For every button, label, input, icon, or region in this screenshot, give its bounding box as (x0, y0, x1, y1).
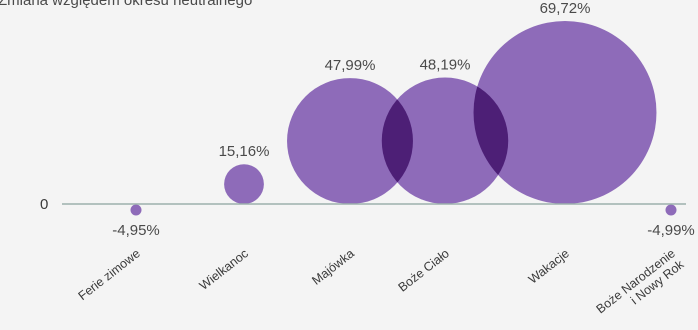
category-label: Boże Narodzeniei Nowy Rok (594, 246, 687, 328)
bubble-boże-narodzenie-i-nowy-rok (665, 204, 677, 216)
bubbles-layer (130, 21, 677, 216)
category-labels-layer: Ferie zimowe Wielkanoc Majówka Boże Ciało Wa… (76, 246, 687, 328)
value-label: 47,99% (325, 57, 376, 74)
value-label: -4,99% (647, 222, 695, 239)
category-label: Wakacje (526, 246, 572, 286)
bubble-wakacje (473, 21, 657, 204)
value-label: -4,95% (112, 222, 160, 239)
value-label: 15,16% (219, 143, 270, 160)
labels-layer: -4,95% 15,16% 47,99% 48,19% 69,72% -4,99% (112, 0, 695, 239)
bubble-ferie-zimowe (130, 204, 142, 216)
zero-axis-label: 0 (40, 196, 48, 213)
bubble-wielkanoc (224, 164, 264, 204)
category-label: Wielkanoc (197, 246, 251, 293)
bubble-majówka (287, 78, 413, 204)
category-label: Boże Ciało (396, 246, 452, 294)
value-label: 69,72% (540, 0, 591, 17)
value-label: 48,19% (420, 57, 471, 74)
category-label: Majówka (309, 246, 357, 287)
chart-subtitle: Zmiana względem okresu neutralnego (0, 0, 252, 9)
category-label: Ferie zimowe (76, 246, 143, 303)
